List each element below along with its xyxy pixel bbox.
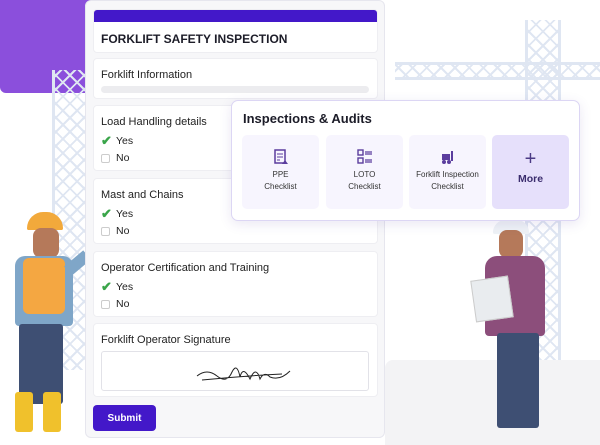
tile-label: Forklift Inspection (416, 170, 479, 179)
inspections-audits-popup: Inspections & Audits PPE Checklist LOTO … (231, 100, 580, 221)
tile-label: Checklist (264, 182, 297, 191)
section-operator-certification: Operator Certification and Training ✔ Yes… (93, 251, 378, 317)
option-label: Yes (116, 281, 134, 293)
section-label: Load Handling details (101, 116, 207, 128)
option-yes[interactable]: ✔ Yes (101, 279, 133, 295)
tile-label: LOTO (353, 170, 376, 179)
option-label: Yes (116, 135, 134, 147)
section-label: Forklift Information (101, 69, 193, 81)
option-yes[interactable]: ✔ Yes (101, 133, 133, 149)
checkmark-icon: ✔ (101, 206, 112, 221)
section-forklift-information: Forklift Information (93, 58, 378, 99)
option-no[interactable]: No (101, 298, 129, 310)
option-yes[interactable]: ✔ Yes (101, 206, 133, 222)
form-header-bar (94, 10, 377, 22)
signature-drawing (196, 367, 291, 381)
form-title: FORKLIFT SAFETY INSPECTION (101, 32, 288, 46)
checkmark-icon: ✔ (101, 279, 112, 294)
plus-icon: + (524, 148, 537, 170)
checkbox[interactable] (101, 153, 110, 163)
tile-more[interactable]: + More (492, 135, 569, 209)
forklift-information-input[interactable] (101, 86, 369, 93)
checklist-icon (356, 149, 372, 164)
crane-jib (395, 62, 600, 80)
submit-button[interactable]: Submit (93, 405, 156, 431)
floor-background (385, 360, 600, 445)
tile-forklift-inspection-checklist[interactable]: Forklift Inspection Checklist (409, 135, 486, 209)
section-signature: Forklift Operator Signature (93, 323, 378, 397)
checkbox[interactable] (101, 299, 110, 309)
option-label: No (116, 152, 130, 164)
checkbox[interactable] (101, 226, 110, 236)
clipboard-icon (273, 149, 288, 164)
option-no[interactable]: No (101, 225, 129, 237)
option-label: No (116, 225, 130, 237)
tile-ppe-checklist[interactable]: PPE Checklist (242, 135, 319, 209)
checkmark-icon: ✔ (101, 133, 112, 148)
tile-label: Checklist (348, 182, 381, 191)
option-label: No (116, 298, 130, 310)
popup-title: Inspections & Audits (243, 111, 372, 126)
form-header: FORKLIFT SAFETY INSPECTION (93, 9, 378, 53)
section-label: Operator Certification and Training (101, 262, 270, 274)
worker-illustration-right (465, 218, 560, 440)
tile-label: PPE (272, 170, 289, 179)
option-no[interactable]: No (101, 152, 129, 164)
forklift-icon (441, 151, 453, 164)
worker-illustration-left (5, 212, 100, 437)
option-label: Yes (116, 208, 134, 220)
tile-label: Checklist (431, 182, 464, 191)
crane-tower-right (525, 20, 561, 100)
signature-pad[interactable] (101, 351, 369, 391)
tile-loto-checklist[interactable]: LOTO Checklist (326, 135, 403, 209)
tile-label: More (517, 173, 544, 185)
section-label: Mast and Chains (101, 189, 184, 201)
section-label: Forklift Operator Signature (101, 334, 231, 346)
